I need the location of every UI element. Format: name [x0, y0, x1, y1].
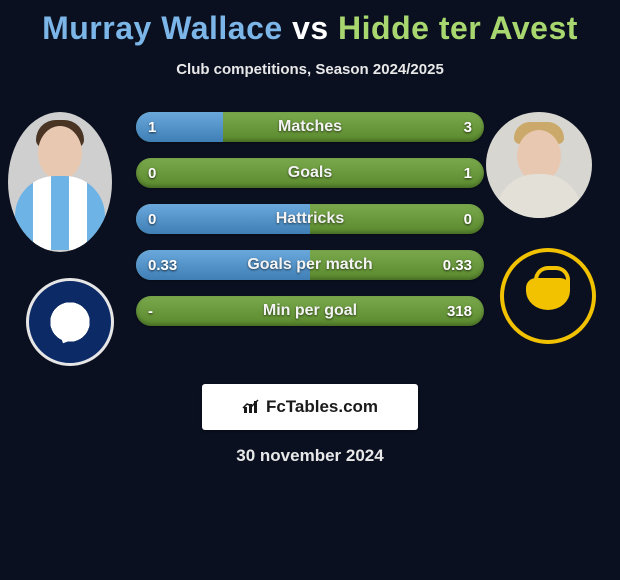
date-text: 30 november 2024: [0, 446, 620, 466]
stat-left-fill: [136, 250, 310, 280]
player2-name: Hidde ter Avest: [338, 10, 578, 46]
comparison-title: Murray Wallace vs Hidde ter Avest: [0, 0, 620, 47]
stat-label: Goals: [136, 158, 484, 188]
stat-left-fill: [136, 112, 223, 142]
stat-row: 13Matches: [136, 112, 484, 142]
stat-row: - 318Min per goal: [136, 296, 484, 326]
chart-icon: [242, 399, 262, 415]
player2-avatar: [486, 112, 592, 218]
stat-right-value: 0: [452, 204, 484, 234]
player1-avatar: [8, 112, 112, 252]
stat-row: 00Hattricks: [136, 204, 484, 234]
stat-right-value: 1: [452, 158, 484, 188]
stat-row: 0 1Goals: [136, 158, 484, 188]
stat-bars: 13Matches 0 1Goals 00Hattricks 0.330.33Goals…: [136, 112, 484, 342]
stat-row: 0.330.33Goals per match: [136, 250, 484, 280]
stat-right-value: 318: [435, 296, 484, 326]
player1-name: Murray Wallace: [42, 10, 283, 46]
stat-label: Min per goal: [136, 296, 484, 326]
vs-text: vs: [292, 10, 329, 46]
player1-club-logo: [26, 278, 114, 366]
subtitle: Club competitions, Season 2024/2025: [0, 61, 620, 78]
player2-club-logo: [500, 248, 596, 344]
comparison-stage: 13Matches 0 1Goals 00Hattricks 0.330.33Goals…: [0, 96, 620, 356]
stat-left-value: 0: [136, 158, 168, 188]
stat-right-value: 3: [452, 112, 484, 142]
watermark-badge: FcTables.com: [202, 384, 418, 430]
watermark-text: FcTables.com: [266, 397, 378, 417]
stat-left-fill: [136, 204, 310, 234]
stat-right-value: 0.33: [431, 250, 484, 280]
stat-left-value: -: [136, 296, 165, 326]
